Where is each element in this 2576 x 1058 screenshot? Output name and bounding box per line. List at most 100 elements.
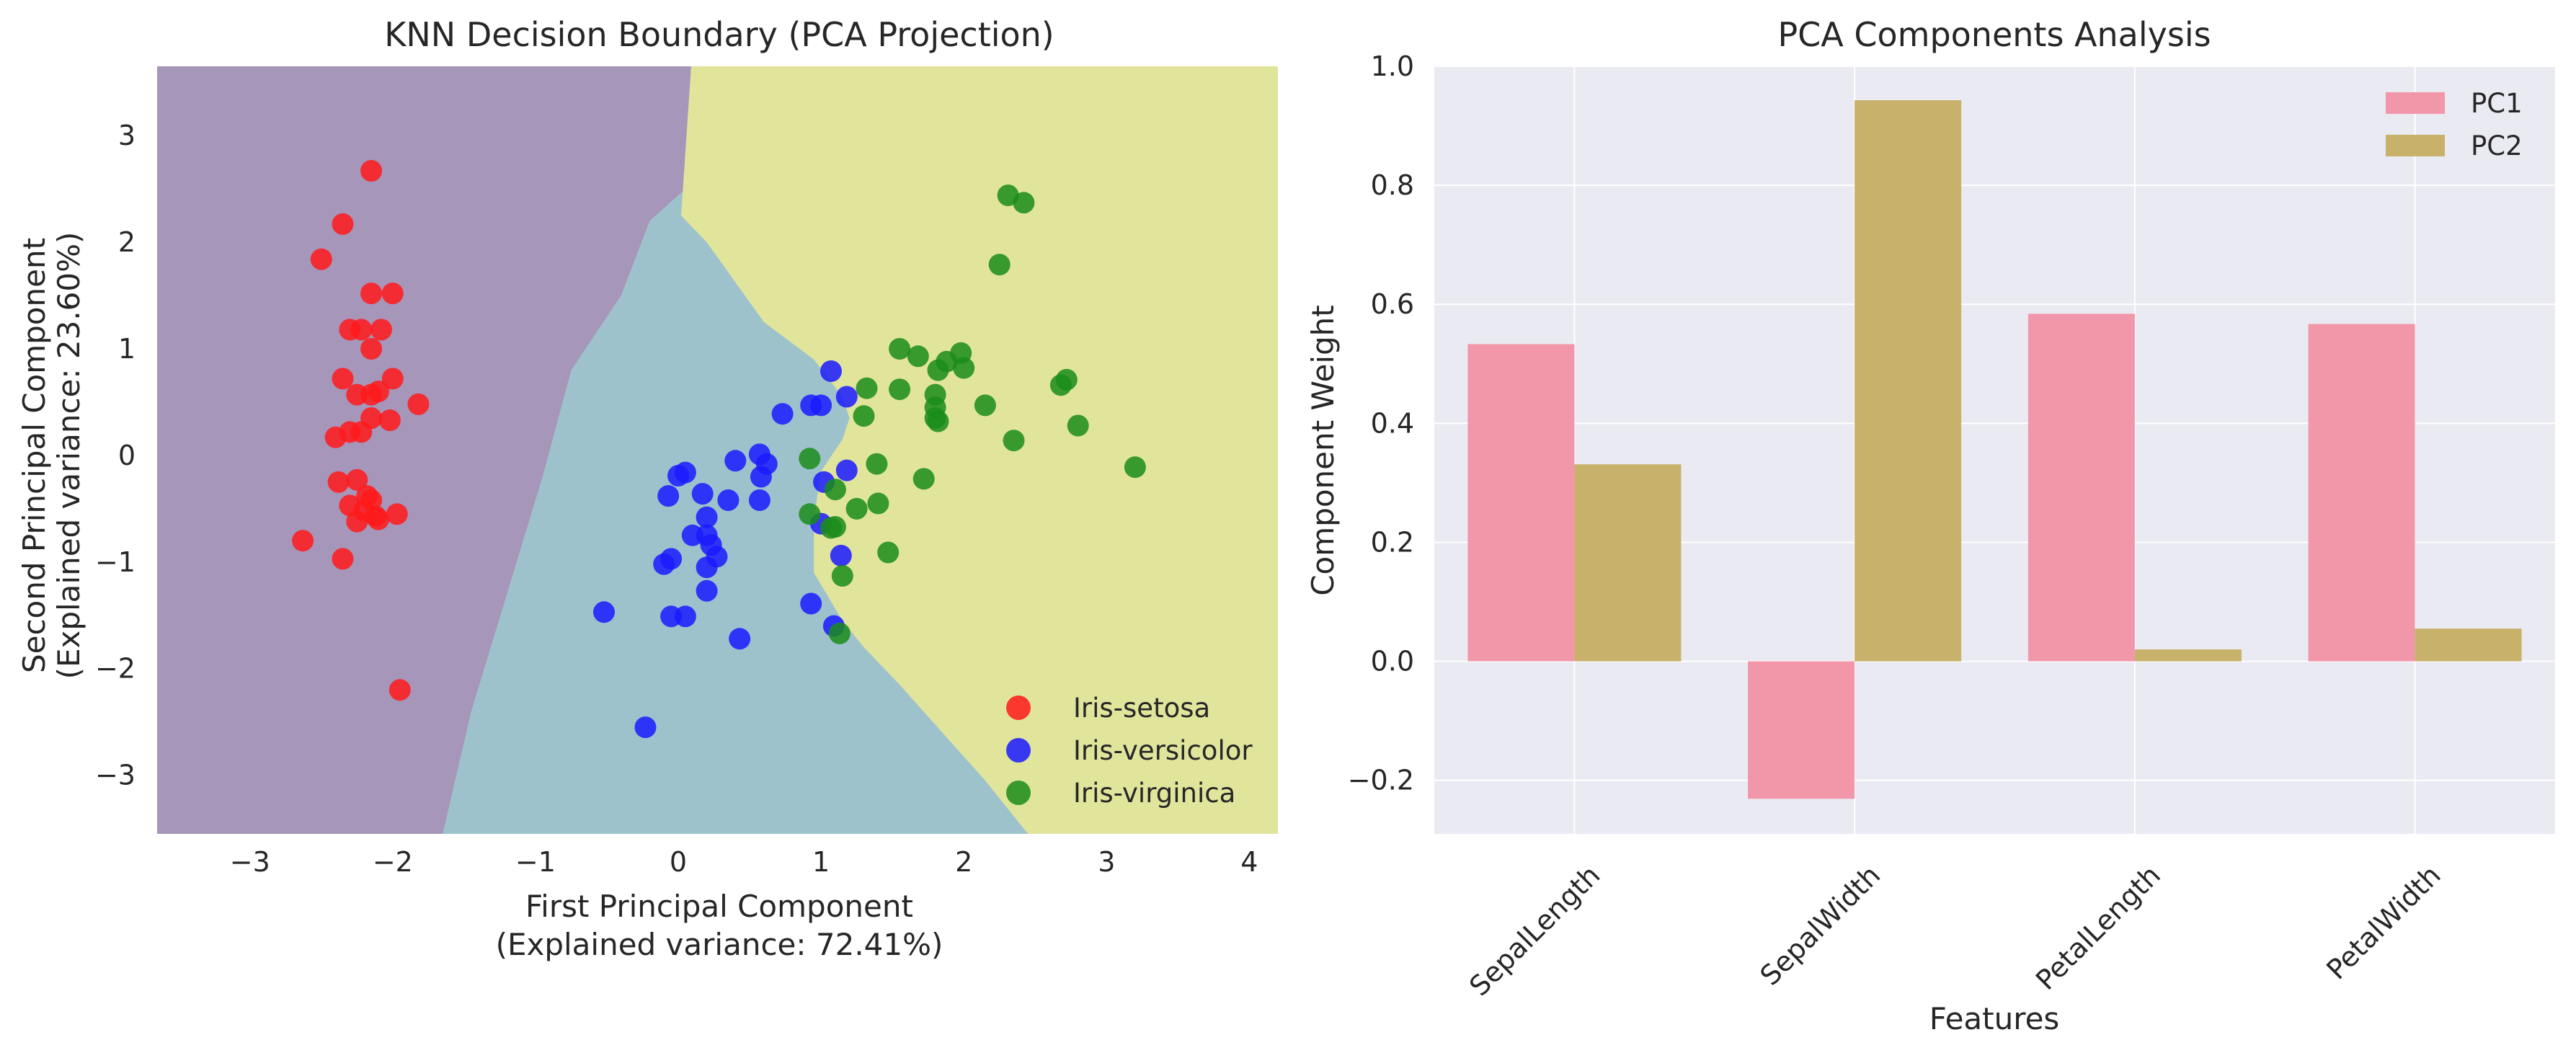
pca-chart-title: PCA Components Analysis [1777, 15, 2211, 54]
data-point [381, 283, 404, 305]
data-point [388, 679, 411, 701]
data-point [691, 483, 714, 505]
data-point [674, 605, 696, 628]
y-tick-label: 1.0 [1371, 50, 1414, 82]
data-point [835, 459, 858, 481]
data-point [830, 544, 852, 566]
y-tick-label: 2 [118, 226, 136, 258]
data-point [593, 601, 615, 623]
y-tick-label: 0.8 [1371, 169, 1414, 201]
knn-y-label-line1: Second Principal Component [17, 238, 52, 673]
x-tick-label: −2 [373, 846, 413, 878]
data-point [1124, 456, 1146, 479]
knn-y-ticks: −3 −2 −1 0 1 2 3 [95, 120, 136, 791]
data-point [324, 426, 347, 448]
legend-marker [1006, 781, 1031, 805]
x-tick-label: 2 [955, 846, 972, 878]
y-tick-label: 0.6 [1371, 288, 1414, 320]
x-tick-label: PetalLength [2030, 859, 2167, 996]
bar-pc1-sepalwidth [1748, 661, 1855, 799]
y-tick-label: 3 [118, 120, 136, 151]
x-tick-label: 0 [670, 846, 687, 878]
data-point [696, 556, 718, 579]
data-point [1067, 414, 1089, 437]
pca-x-label: Features [1929, 1001, 2060, 1036]
pca-x-ticks: SepalLength SepalWidth PetalLength PetalWid… [1463, 859, 2447, 1002]
data-point [953, 357, 975, 379]
data-point [800, 592, 822, 615]
data-point [748, 489, 770, 511]
data-point [634, 716, 657, 739]
data-point [824, 479, 846, 501]
legend-marker [1006, 738, 1031, 763]
data-point [360, 338, 383, 360]
data-point [866, 453, 888, 475]
data-point [346, 510, 368, 533]
data-point [831, 565, 853, 587]
y-tick-label: 0.0 [1371, 646, 1414, 677]
data-point [907, 345, 929, 368]
data-point [346, 468, 368, 491]
data-point [988, 254, 1011, 276]
bar-pc2-sepalwidth [1855, 100, 1962, 662]
region-iris-virginica [681, 66, 1278, 834]
data-point [368, 381, 389, 403]
knn-plot-area [157, 66, 1278, 834]
knn-chart: KNN Decision Boundary (PCA Projection) −… [17, 15, 1278, 962]
data-point [1049, 374, 1072, 396]
x-tick-label: −3 [230, 846, 270, 878]
data-point [717, 489, 740, 511]
knn-x-label-line2: (Explained variance: 72.41%) [496, 927, 943, 962]
data-point [1003, 430, 1025, 452]
y-tick-label: 0 [118, 440, 136, 471]
y-tick-label: 1 [118, 333, 136, 365]
legend-swatch [2386, 135, 2445, 156]
pca-bars [1467, 100, 2522, 799]
series-iris-setosa [292, 160, 430, 701]
data-point [867, 492, 889, 515]
data-point [386, 503, 408, 525]
data-point [360, 160, 383, 182]
data-point [378, 409, 401, 432]
legend-label: Iris-versicolor [1073, 735, 1253, 766]
x-tick-label: 4 [1240, 846, 1258, 878]
data-point [750, 466, 772, 488]
y-tick-label: −0.2 [1348, 765, 1414, 796]
legend-label: Iris-setosa [1073, 693, 1210, 724]
series-pc2 [1574, 100, 2522, 662]
bar-pc2-petallength [2134, 649, 2242, 662]
x-tick-label: 1 [812, 846, 830, 878]
data-point [368, 508, 389, 530]
knn-x-ticks: −3 −2 −1 0 1 2 3 4 [230, 846, 1258, 878]
data-point [724, 450, 747, 472]
y-tick-label: −2 [95, 653, 136, 685]
pca-y-label: Component Weight [1305, 305, 1341, 596]
y-tick-label: 0.4 [1371, 407, 1414, 439]
x-tick-label: PetalWidth [2320, 859, 2446, 985]
x-tick-label: −1 [515, 846, 556, 878]
data-point [327, 471, 350, 493]
y-tick-label: −1 [95, 546, 136, 578]
legend-marker [1006, 695, 1031, 720]
data-point [292, 530, 314, 552]
series-iris-virginica [799, 185, 1146, 644]
x-tick-label: SepalWidth [1754, 859, 1887, 992]
region-iris-setosa [157, 66, 691, 834]
legend-label: Iris-virginica [1073, 778, 1235, 809]
bar-pc1-petallength [2028, 314, 2135, 662]
bar-pc2-petalwidth [2415, 628, 2522, 662]
bar-pc1-sepallength [1467, 344, 1575, 662]
knn-chart-title: KNN Decision Boundary (PCA Projection) [384, 15, 1054, 54]
data-point [877, 541, 900, 564]
data-point [696, 579, 718, 602]
y-tick-label: 0.2 [1371, 526, 1414, 558]
data-point [853, 405, 875, 427]
data-point [407, 393, 430, 415]
data-point [360, 283, 383, 305]
legend-label: PC2 [2471, 130, 2523, 161]
data-point [350, 421, 373, 443]
data-point [771, 403, 794, 425]
knn-y-label-line2: (Explained variance: 23.60%) [51, 232, 86, 680]
legend-swatch [2386, 92, 2445, 114]
